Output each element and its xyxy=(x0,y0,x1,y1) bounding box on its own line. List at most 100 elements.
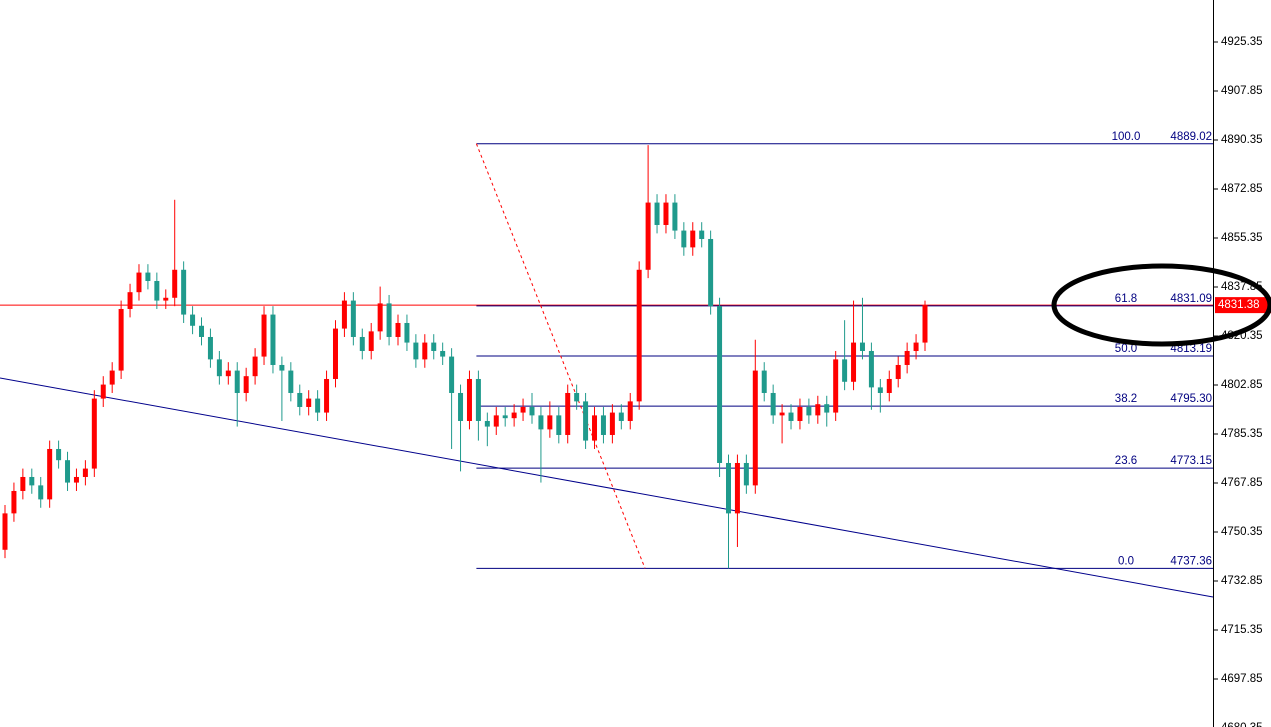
candle-body xyxy=(717,306,723,463)
candle-body xyxy=(663,202,669,225)
candle-body xyxy=(761,370,767,393)
fib-anchor-line xyxy=(475,143,646,569)
fib-price-label: 4831.09 xyxy=(1170,293,1212,305)
candle-body xyxy=(306,398,312,407)
candle-body xyxy=(56,448,62,461)
candle-body xyxy=(234,370,240,393)
candle-body xyxy=(422,342,428,360)
candle-body xyxy=(645,202,651,270)
y-tick-label: 4907.85 xyxy=(1221,85,1263,97)
candle-body xyxy=(690,230,696,248)
fib-level-label: 23.6 xyxy=(1115,455,1137,467)
candle-body xyxy=(216,359,222,377)
candle-body xyxy=(2,513,8,550)
candle-body xyxy=(172,269,178,298)
candle-body xyxy=(386,303,392,337)
y-tick-label: 4925.35 xyxy=(1221,36,1263,48)
candle-body xyxy=(82,468,88,477)
candle-body xyxy=(806,406,812,416)
last-price-label: 4831.38 xyxy=(1218,299,1260,311)
candle-body xyxy=(859,342,865,351)
candle-body xyxy=(100,384,106,399)
candle-body xyxy=(493,415,499,427)
candle-body xyxy=(600,415,606,435)
candle-body xyxy=(449,356,455,393)
candle-body xyxy=(851,342,857,382)
candle-body xyxy=(877,387,883,393)
candle-body xyxy=(833,359,839,413)
candle-body xyxy=(207,336,213,360)
candle-body xyxy=(341,300,347,329)
candle-body xyxy=(895,364,901,379)
candle-body xyxy=(118,308,124,371)
candle-body xyxy=(770,392,776,416)
candle-body xyxy=(779,412,785,416)
y-tick-label: 4697.85 xyxy=(1221,673,1263,685)
candle-body xyxy=(511,412,517,419)
fib-price-label: 4737.36 xyxy=(1170,555,1212,567)
candle-body xyxy=(708,238,714,307)
fib-price-label: 4773.15 xyxy=(1170,455,1212,467)
candle-body xyxy=(279,364,285,371)
candle-body xyxy=(288,370,294,393)
candle-body xyxy=(734,462,740,514)
candle-body xyxy=(654,202,660,225)
candle-body xyxy=(868,350,874,388)
candle-body xyxy=(324,378,330,413)
fib-price-label: 4813.19 xyxy=(1170,343,1212,355)
candle-body xyxy=(913,342,919,351)
candle-body xyxy=(350,300,356,337)
candle-body xyxy=(529,406,535,416)
candle-body xyxy=(20,476,26,491)
candle-body xyxy=(136,272,142,293)
candle-body xyxy=(252,356,258,377)
fib-level-label: 61.8 xyxy=(1115,293,1137,305)
candle-body xyxy=(413,342,419,360)
candle-body xyxy=(431,342,437,351)
candle-body xyxy=(556,415,562,435)
y-tick-label: 4715.35 xyxy=(1221,624,1263,636)
candle-body xyxy=(65,460,71,483)
y-tick-label: 4680.35 xyxy=(1221,722,1263,727)
fib-level-label: 100.0 xyxy=(1112,131,1141,143)
candle-body xyxy=(592,415,598,441)
candle-body xyxy=(627,401,633,421)
candle-body xyxy=(904,350,910,365)
y-tick-label: 4872.85 xyxy=(1221,183,1263,195)
candle-body xyxy=(618,412,624,421)
candle-body xyxy=(440,350,446,357)
candle-body xyxy=(922,305,928,343)
candle-body xyxy=(315,398,321,413)
y-tick-label: 4732.85 xyxy=(1221,575,1263,587)
candle-body xyxy=(672,202,678,231)
candle-body xyxy=(574,392,580,402)
fib-price-label: 4889.02 xyxy=(1170,131,1212,143)
candle-body xyxy=(73,476,79,483)
y-tick-label: 4785.35 xyxy=(1221,428,1263,440)
candle-body xyxy=(583,401,589,441)
candle-body xyxy=(359,336,365,351)
candle-body xyxy=(145,272,151,281)
candle-body xyxy=(466,378,472,421)
candle-body xyxy=(538,415,544,430)
candle-body xyxy=(261,314,267,357)
candle-body xyxy=(109,370,115,385)
candle-body xyxy=(636,269,642,402)
y-tick-label: 4855.35 xyxy=(1221,232,1263,244)
candle-body xyxy=(29,476,35,486)
candle-body xyxy=(404,322,410,343)
candle-body xyxy=(377,303,383,332)
candle-body xyxy=(681,230,687,248)
candle-body xyxy=(842,359,848,382)
candle-body xyxy=(547,415,553,430)
candle-body xyxy=(332,328,338,379)
candle-body xyxy=(38,485,44,500)
candle-body xyxy=(368,331,374,351)
y-tick-label: 4890.35 xyxy=(1221,134,1263,146)
candle-body xyxy=(190,314,196,326)
candle-body xyxy=(127,292,133,309)
highlight-ellipse xyxy=(1051,263,1271,347)
candle-body xyxy=(225,370,231,377)
candle-body xyxy=(11,490,17,514)
